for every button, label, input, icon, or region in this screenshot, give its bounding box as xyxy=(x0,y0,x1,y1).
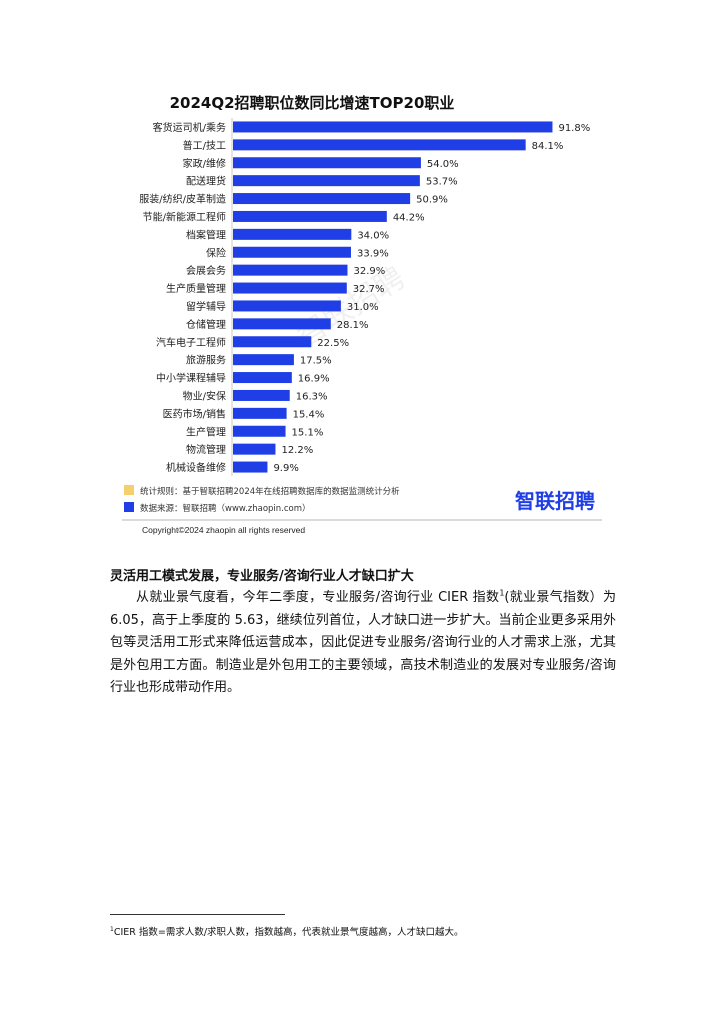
bar xyxy=(233,389,290,401)
body-paragraph: 从就业景气度看，今年二季度，专业服务/咨询行业 CIER 指数1(就业景气指数）… xyxy=(110,587,616,700)
data-label: 15.4% xyxy=(293,409,325,420)
category-label: 医药市场/销售 xyxy=(163,407,226,420)
category-label: 仓储管理 xyxy=(186,318,226,331)
chart-title: 2024Q2招聘职位数同比增速TOP20职业 xyxy=(170,94,455,112)
data-label: 54.0% xyxy=(427,159,459,170)
data-label: 17.5% xyxy=(300,356,332,367)
category-label: 档案管理 xyxy=(186,228,226,241)
category-label: 留学辅导 xyxy=(186,300,226,313)
category-label: 节能/新能源工程师 xyxy=(143,210,226,223)
data-label: 12.2% xyxy=(281,445,313,456)
data-label: 16.3% xyxy=(296,391,328,402)
legend-swatch xyxy=(124,502,134,512)
bar xyxy=(233,372,292,384)
category-label: 配送理货 xyxy=(186,175,226,188)
bar xyxy=(233,443,276,455)
category-label: 家政/维修 xyxy=(183,157,226,170)
data-label: 33.9% xyxy=(357,248,389,259)
bar xyxy=(233,193,411,205)
bar xyxy=(233,282,347,294)
data-label: 50.9% xyxy=(416,195,448,206)
data-label: 91.8% xyxy=(558,123,590,134)
category-label: 汽车电子工程师 xyxy=(156,336,226,349)
bar xyxy=(233,139,526,151)
bars-layer: 客货运司机/乘务 91.8% 普工/技工 84.1% 家政/维修 54.0% 配送理货 53.… xyxy=(139,118,590,476)
bar xyxy=(233,354,294,366)
data-label: 16.9% xyxy=(298,374,330,385)
bar xyxy=(233,157,421,169)
bar-chart: 2024Q2招聘职位数同比增速TOP20职业 智联招聘 客货运司机/乘务 91.8… xyxy=(122,94,602,521)
bar xyxy=(233,121,553,133)
data-label: 53.7% xyxy=(426,177,458,188)
bar xyxy=(233,407,287,419)
category-label: 机械设备维修 xyxy=(166,461,226,474)
category-label: 生产质量管理 xyxy=(166,282,226,295)
category-label: 会展会务 xyxy=(186,264,226,277)
footnote-divider xyxy=(110,914,285,915)
data-label: 34.0% xyxy=(357,230,389,241)
data-label: 32.7% xyxy=(353,284,385,295)
bar xyxy=(233,300,341,312)
data-label: 15.1% xyxy=(292,427,324,438)
legend: 统计规则：基于智联招聘2024年在线招聘数据库的数据监测统计分析数据来源：智联招… xyxy=(124,485,400,514)
category-label: 生产管理 xyxy=(186,425,226,438)
paragraph-text-part-1: 从就业景气度看，今年二季度，专业服务/咨询行业 CIER 指数 xyxy=(136,590,500,605)
data-label: 9.9% xyxy=(273,463,298,474)
legend-text: 统计规则：基于智联招聘2024年在线招聘数据库的数据监测统计分析 xyxy=(140,486,400,497)
legend-swatch xyxy=(124,485,134,495)
category-label: 中小学课程辅导 xyxy=(156,372,226,385)
bar xyxy=(233,175,420,187)
category-label: 物业/安保 xyxy=(183,389,226,402)
category-label: 旅游服务 xyxy=(186,354,226,367)
legend-text: 数据来源：智联招聘（www.zhaopin.com） xyxy=(140,503,311,514)
data-label: 28.1% xyxy=(337,320,369,331)
zhaopin-logo: 智联招聘 xyxy=(515,489,595,513)
category-label: 保险 xyxy=(206,246,226,259)
data-label: 32.9% xyxy=(353,266,385,277)
bar xyxy=(233,318,331,330)
bar xyxy=(233,425,286,437)
footnote-reference: 1 xyxy=(499,588,505,598)
bar xyxy=(233,264,348,276)
data-label: 31.0% xyxy=(347,302,379,313)
bar xyxy=(233,210,387,222)
data-label: 22.5% xyxy=(317,338,349,349)
data-label: 44.2% xyxy=(393,212,425,223)
category-label: 客货运司机/乘务 xyxy=(153,121,226,134)
bar xyxy=(233,228,352,240)
category-label: 服装/纺织/皮革制造 xyxy=(139,193,226,206)
category-label: 物流管理 xyxy=(186,443,226,456)
footnote-mark: 1 xyxy=(110,925,114,933)
footnote: 1CIER 指数=需求人数/求职人数，指数越高，代表就业景气度越高，人才缺口越大… xyxy=(110,924,464,938)
section-heading: 灵活用工模式发展，专业服务/咨询行业人才缺口扩大 xyxy=(110,569,414,584)
data-label: 84.1% xyxy=(532,141,564,152)
bar xyxy=(233,461,268,473)
bar xyxy=(233,246,351,258)
category-label: 普工/技工 xyxy=(183,139,226,152)
bar xyxy=(233,336,312,348)
paragraph-text-part-2: (就业景气指数）为 6.05，高于上季度的 5.63，继续位列首位，人才缺口进一… xyxy=(110,590,616,695)
footnote-text: CIER 指数=需求人数/求职人数，指数越高，代表就业景气度越高，人才缺口越大。 xyxy=(113,927,464,938)
copyright-notice: Copyright©2024 zhaopin all rights reserv… xyxy=(142,525,306,535)
